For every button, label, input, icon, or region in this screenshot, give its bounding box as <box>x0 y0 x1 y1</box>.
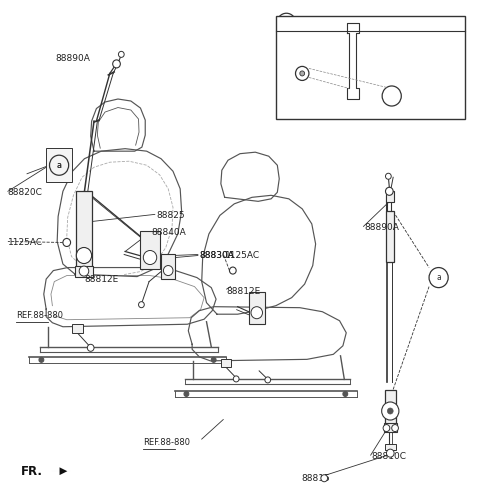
Bar <box>161 254 175 279</box>
Circle shape <box>382 86 401 106</box>
Bar <box>385 444 396 450</box>
Text: 88810C: 88810C <box>372 452 407 461</box>
Circle shape <box>296 66 309 80</box>
Text: a: a <box>284 19 289 28</box>
Circle shape <box>265 377 271 383</box>
Text: 88840A: 88840A <box>152 228 186 237</box>
Bar <box>76 191 92 267</box>
Circle shape <box>211 357 216 362</box>
Bar <box>385 390 396 425</box>
Bar <box>72 324 84 333</box>
Circle shape <box>387 408 393 414</box>
Circle shape <box>163 266 173 276</box>
Circle shape <box>385 173 391 179</box>
Text: 88890A: 88890A <box>56 54 91 63</box>
Text: FR.: FR. <box>21 465 43 478</box>
Text: 88830A: 88830A <box>199 251 234 260</box>
Circle shape <box>139 302 144 308</box>
Text: 88820C: 88820C <box>8 188 43 197</box>
Text: a: a <box>436 273 441 282</box>
Circle shape <box>184 391 189 396</box>
Bar <box>141 231 159 269</box>
Text: 88878: 88878 <box>284 34 313 43</box>
Circle shape <box>321 475 327 482</box>
Text: a: a <box>57 161 61 170</box>
Circle shape <box>79 266 89 276</box>
Circle shape <box>113 60 120 68</box>
Text: 1125AC: 1125AC <box>8 238 43 247</box>
Text: 88812E: 88812E <box>84 275 119 284</box>
Bar <box>386 211 394 262</box>
Bar <box>386 191 394 202</box>
Text: 88877: 88877 <box>364 74 393 83</box>
Circle shape <box>251 307 263 319</box>
Bar <box>276 16 465 119</box>
Circle shape <box>76 247 92 264</box>
Circle shape <box>87 344 94 351</box>
Circle shape <box>300 71 305 76</box>
Circle shape <box>382 402 399 420</box>
Text: REF.88-880: REF.88-880 <box>144 438 191 447</box>
Bar <box>249 292 265 324</box>
Text: 88825: 88825 <box>156 211 185 220</box>
Circle shape <box>392 425 398 432</box>
Circle shape <box>63 238 71 246</box>
Text: 1125AC: 1125AC <box>225 250 260 260</box>
Circle shape <box>383 425 390 432</box>
Text: 88890A: 88890A <box>364 223 399 232</box>
Circle shape <box>385 187 393 195</box>
Bar <box>384 423 397 432</box>
Circle shape <box>144 250 157 265</box>
Circle shape <box>233 376 239 382</box>
Circle shape <box>39 357 44 362</box>
Circle shape <box>119 51 124 57</box>
Circle shape <box>229 267 236 274</box>
Bar <box>46 148 72 182</box>
Circle shape <box>343 391 348 396</box>
Text: REF.88-880: REF.88-880 <box>16 311 63 320</box>
Text: 88830A: 88830A <box>199 251 234 260</box>
Text: 88815: 88815 <box>301 474 330 483</box>
Circle shape <box>386 449 394 457</box>
Bar <box>221 359 231 367</box>
Bar <box>75 266 93 277</box>
Text: a: a <box>57 161 61 170</box>
Text: 88812E: 88812E <box>227 287 261 296</box>
